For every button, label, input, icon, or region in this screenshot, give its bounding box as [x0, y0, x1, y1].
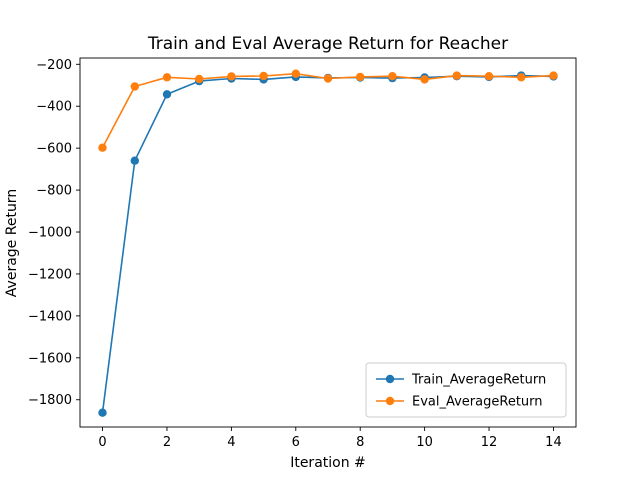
data-point-0-1 — [130, 156, 139, 165]
data-point-1-9 — [388, 72, 397, 81]
y-tick-label: −800 — [36, 184, 72, 199]
data-point-1-13 — [517, 73, 526, 82]
x-tick-label: 14 — [545, 435, 562, 450]
legend-marker-0 — [385, 374, 395, 384]
data-point-0-2 — [162, 90, 172, 99]
y-axis-title: Average Return — [4, 189, 20, 297]
y-tick-label: −1800 — [28, 393, 72, 408]
legend-marker-1 — [385, 396, 395, 406]
y-tick-label: −1200 — [28, 267, 72, 282]
x-tick-label: 12 — [481, 435, 498, 450]
chart-title: Train and Eval Average Return for Reache… — [147, 34, 508, 54]
x-axis-title: Iteration # — [290, 455, 366, 471]
data-point-1-3 — [195, 74, 204, 84]
data-point-1-14 — [549, 71, 558, 80]
y-tick-label: −1000 — [28, 226, 72, 241]
data-point-1-7 — [323, 74, 333, 83]
data-point-0-0 — [98, 408, 107, 417]
y-tick-label: −600 — [36, 142, 72, 157]
legend-box — [365, 362, 567, 418]
y-tick-label: −200 — [36, 58, 72, 73]
plot-area — [98, 69, 558, 417]
data-point-1-6 — [291, 69, 300, 78]
x-tick-label: 8 — [356, 435, 364, 450]
data-point-1-2 — [162, 73, 172, 82]
legend-label-0: Train_AverageReturn — [411, 373, 546, 388]
x-tick-label: 0 — [98, 435, 106, 450]
x-tick-label: 10 — [416, 435, 433, 450]
data-point-1-10 — [420, 75, 429, 84]
x-tick-label: 6 — [292, 435, 300, 450]
legend-label-1: Eval_AverageReturn — [412, 395, 543, 410]
data-point-1-11 — [452, 71, 461, 80]
data-point-1-0 — [98, 143, 107, 152]
axes: 0 2 4 6 8 10 12 14 −200 −400 −600 −800 −1000 −1200 −14… — [28, 57, 577, 450]
axes-frame — [79, 57, 577, 428]
data-point-1-5 — [259, 71, 268, 81]
y-tick-label: −1600 — [28, 351, 72, 366]
x-tick-label: 4 — [227, 435, 235, 450]
data-point-1-4 — [227, 72, 236, 81]
data-point-1-12 — [484, 72, 494, 81]
legend: Train_AverageReturn Eval_AverageReturn — [365, 362, 567, 418]
y-tick-label: −400 — [36, 100, 72, 115]
data-point-1-1 — [130, 82, 139, 91]
data-point-1-8 — [356, 72, 365, 82]
x-tick-label: 2 — [163, 435, 171, 450]
y-tick-label: −1400 — [28, 309, 72, 324]
